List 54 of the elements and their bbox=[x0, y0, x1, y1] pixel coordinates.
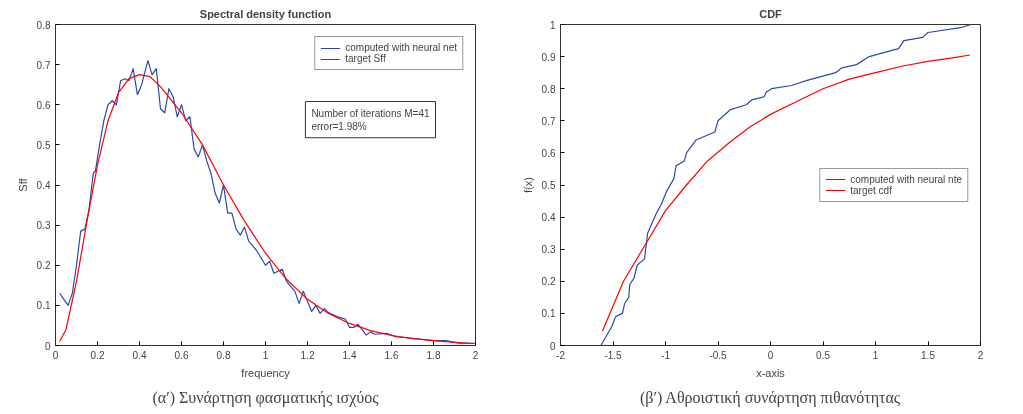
x-tick-label: 1 bbox=[262, 349, 269, 361]
x-tick-label: 2 bbox=[472, 349, 479, 361]
y-tick-label: 1 bbox=[549, 19, 556, 31]
x-tick-label: 1.5 bbox=[921, 349, 936, 361]
x-tick-label: 0.2 bbox=[90, 349, 105, 361]
chart-title: Spectral density function bbox=[199, 7, 332, 20]
chart-title: CDF bbox=[759, 7, 783, 20]
text: (α′) Συνάρτηση φασματικής ισχύος bbox=[152, 388, 380, 407]
legend-label: target Sff bbox=[345, 53, 386, 64]
x-tick-label: 0.6 bbox=[174, 349, 189, 361]
y-tick-label: 0.4 bbox=[541, 212, 556, 224]
y-tick-label: 0.3 bbox=[541, 244, 556, 256]
x-tick-label: 0.4 bbox=[132, 349, 147, 361]
y-tick-label: 0.7 bbox=[541, 115, 556, 127]
y-tick-label: 0 bbox=[44, 340, 51, 352]
x-tick-label: 1.6 bbox=[384, 349, 399, 361]
legend-label: computed with neural net bbox=[345, 42, 457, 53]
x-tick-label: 0.5 bbox=[816, 349, 831, 361]
x-axis-title: x-axis bbox=[756, 366, 786, 379]
legend-label: target cdf bbox=[850, 184, 892, 196]
y-tick-label: 0.6 bbox=[541, 147, 556, 159]
y-tick-label: 0.1 bbox=[541, 308, 556, 320]
y-tick-label: 0.2 bbox=[36, 260, 51, 272]
x-tick-label: -1.5 bbox=[604, 349, 623, 361]
x-tick-label: 0.8 bbox=[216, 349, 231, 361]
y-axis-title: Sff bbox=[16, 177, 29, 192]
y-tick-label: 0 bbox=[549, 340, 556, 352]
y-tick-label: 0.4 bbox=[36, 180, 51, 191]
y-tick-label: 0.2 bbox=[541, 276, 556, 288]
x-tick-label: 1.2 bbox=[300, 349, 315, 361]
x-tick-label: 0 bbox=[767, 349, 774, 361]
x-tick-label: 1 bbox=[872, 349, 879, 361]
y-tick-label: 0.5 bbox=[541, 180, 556, 191]
y-tick-label: 0.8 bbox=[36, 19, 51, 31]
y-tick-label: 0.8 bbox=[541, 83, 556, 95]
y-axis-title: f(x) bbox=[521, 177, 534, 193]
y-tick-label: 0.9 bbox=[541, 51, 556, 63]
legend-label: computed with neural nte bbox=[850, 173, 962, 185]
x-axis-title: frequency bbox=[241, 366, 291, 379]
x-tick-label: -2 bbox=[556, 349, 566, 361]
x-tick-label: -0.5 bbox=[709, 349, 728, 361]
y-tick-label: 0.5 bbox=[36, 139, 51, 151]
text: (β′) Αθροιστική συνάρτηση πιθανότητας bbox=[639, 388, 901, 407]
y-tick-label: 0.1 bbox=[36, 300, 51, 312]
x-tick-label: 2 bbox=[977, 349, 984, 361]
y-tick-label: 0.3 bbox=[36, 220, 51, 232]
y-tick-label: 0.7 bbox=[36, 59, 51, 71]
x-tick-label: -1 bbox=[661, 349, 671, 361]
annotation: error=1.98% bbox=[311, 120, 367, 132]
x-tick-label: 1.8 bbox=[426, 349, 441, 361]
x-tick-label: 1.4 bbox=[342, 349, 357, 361]
annotation: Number of iterations M=41 bbox=[311, 107, 430, 119]
x-tick-label: 0 bbox=[52, 349, 59, 361]
y-tick-label: 0.6 bbox=[36, 99, 51, 111]
